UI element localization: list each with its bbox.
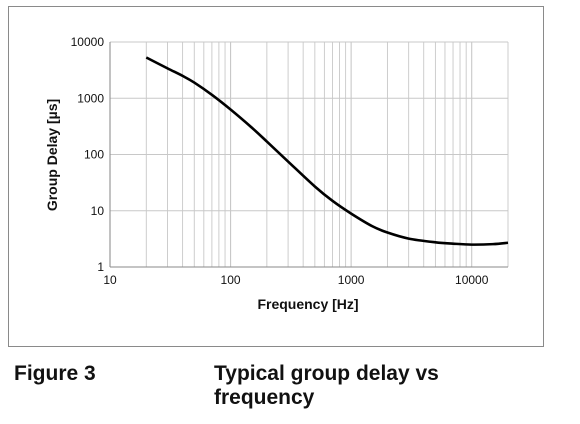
x-tick-label: 100 bbox=[221, 273, 241, 287]
figure-label: Figure 3 bbox=[14, 362, 96, 385]
y-tick-label: 10000 bbox=[71, 35, 105, 49]
y-tick-label: 1000 bbox=[77, 91, 104, 105]
x-tick-label: 10 bbox=[103, 273, 117, 287]
y-tick-label: 100 bbox=[84, 148, 104, 162]
x-axis-label: Frequency [Hz] bbox=[257, 296, 358, 312]
x-tick-label: 10000 bbox=[455, 273, 489, 287]
axes bbox=[109, 42, 508, 268]
grid-lines bbox=[109, 41, 509, 268]
group-delay-series-line bbox=[145, 56, 509, 246]
y-tick-label: 1 bbox=[97, 260, 104, 274]
series-layer bbox=[145, 56, 509, 246]
y-tick-label: 10 bbox=[91, 204, 105, 218]
chart-frame bbox=[8, 6, 544, 347]
y-axis-label: Group Delay [µs] bbox=[44, 99, 60, 211]
x-tick-label: 1000 bbox=[338, 273, 365, 287]
figure-caption: Typical group delay vs frequency bbox=[214, 362, 439, 409]
